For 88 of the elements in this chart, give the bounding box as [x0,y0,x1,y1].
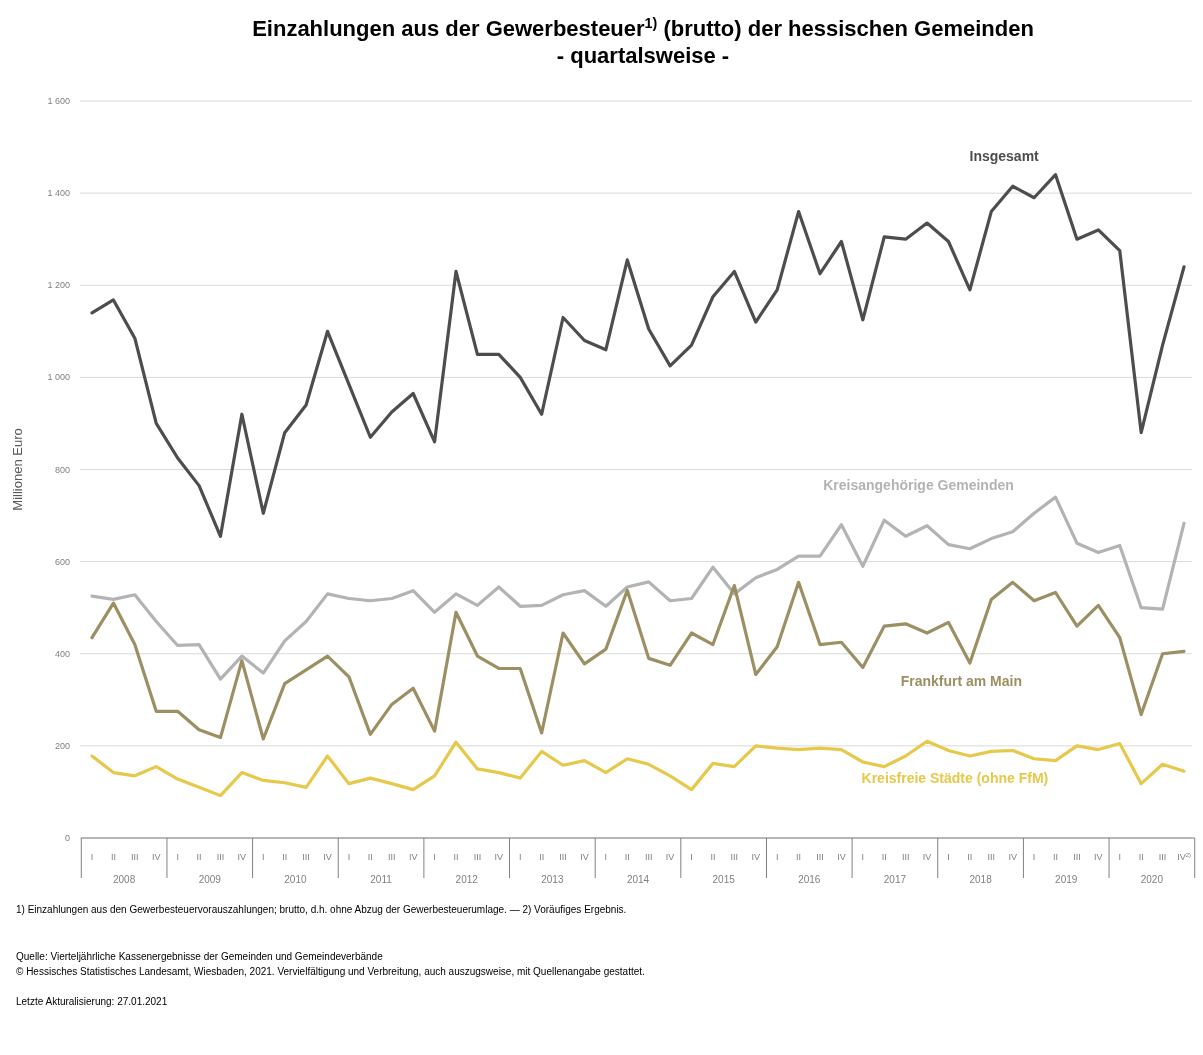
text: 2014 [626,874,650,885]
text: 2019 [1055,874,1078,885]
x-tick-label: III [1073,852,1081,862]
x-tick-label: III [302,852,310,862]
x-tick-label: IV [922,852,932,862]
x-tick-label: IV [580,852,589,862]
x-tick-label: I [690,852,693,862]
text: © Hessisches Statistisches Landesamt, Wiesbaden, 2021. Vervielfältigung und Verbreitung, auch auszugsweise, mit Quellenangabe gestattet. [16,966,645,977]
line-series [90,580,1186,741]
x-tick-label: III [1158,852,1167,862]
x-tick-label: I [1032,852,1036,862]
x-tick-label: II [1138,852,1144,862]
series-label: Kreisfreie Städte (ohne FfM) [861,770,1049,787]
y-tick-label: 0 [64,833,70,843]
x-tick-label: I [262,852,265,862]
y-tick-label: 1 400 [47,188,70,199]
y-tick-label: 200 [54,740,70,751]
text: 2008 [112,874,136,885]
x-tick-label: III [388,852,396,862]
x-tick-label: I [518,852,522,862]
text: 2016 [798,874,821,885]
text: 2010 [284,874,307,885]
x-tick-label: III [216,852,225,862]
x-tick-label: IV [408,852,418,862]
x-tick-label: II [624,852,630,862]
x-tick-label: II [967,852,973,862]
source-note: Quelle: Vierteljährliche Kassenergebnisse der Gemeinden und Gemeindeverbände [16,951,384,962]
y-tick-label: 800 [54,464,70,475]
text: 2012 [455,874,479,885]
x-tick-label: I [604,852,608,862]
x-tick-label: IV [494,852,504,862]
x-tick-label: I [90,852,94,862]
y-axis-title: Millionen Euro [10,428,25,511]
x-tick-label: II [710,852,716,862]
x-tick-label: II [453,852,459,862]
text: Letzte Akturalisierung: 27.01.2021 [16,996,168,1007]
x-tick-label: II [110,852,116,862]
x-tick-label: II [881,852,887,862]
line-series [90,173,1186,538]
y-tick-label: 1 000 [47,372,70,383]
text: 1) Einzahlungen aus den Gewerbesteuervorauszahlungen; brutto, d.h. ohne Abzug der Gewerbesteuerumlage. — 2) Voräufiges Ergebnis. [16,904,627,915]
series-label: Insgesamt [969,147,1040,164]
x-tick-label: II [796,852,802,862]
x-tick-label: I [1118,852,1122,862]
x-tick-label: III [901,852,910,862]
line-series [90,739,1186,798]
x-tick-label: IV [837,852,846,862]
text: 2020 [1140,874,1164,885]
text: 2013 [541,874,564,885]
x-tick-label: IV$^{2)}$ [1177,852,1191,862]
x-tick-label: II [282,852,288,862]
text: 2017 [883,874,907,885]
x-tick-label: I [433,852,436,862]
y-tick-label: 400 [54,648,70,659]
x-tick-label: II [1053,852,1059,862]
x-tick-label: III [987,852,996,862]
x-tick-label: IV [1094,852,1103,862]
text: 2018 [969,874,993,885]
text: 2009 [198,874,222,885]
x-tick-label: II [539,852,545,862]
chart-subtitle: - quartalsweise - [556,43,730,68]
x-tick-label: II [196,852,202,862]
x-tick-label: III [131,852,139,862]
text: Kreisangehörige Gemeinden [823,477,1014,494]
x-tick-label: IV [751,852,761,862]
x-tick-label: III [730,852,739,862]
text: 2015 [712,874,736,885]
y-tick-label: 1 200 [47,280,70,291]
y-tick-label: 1 600 [47,96,70,106]
x-tick-label: IV [237,852,247,862]
x-tick-label: III [816,852,824,862]
series-label: Frankfurt am Main [900,672,1022,689]
x-tick-label: IV [151,852,161,862]
text: 2011 [370,874,393,885]
x-tick-label: I [861,852,865,862]
x-tick-label: III [644,852,653,862]
y-tick-label: 600 [54,556,70,567]
x-tick-label: III [559,852,567,862]
x-tick-label: IV [1008,852,1017,862]
x-tick-label: I [775,852,779,862]
x-tick-label: IV [665,852,675,862]
x-tick-label: IV [323,852,332,862]
chart-title: Einzahlungen aus der Gewerbesteuer$^{1)}$ (brutto) der hessischen Gemeinden [252,15,1034,41]
x-tick-label: I [176,852,179,862]
x-tick-label: I [347,852,351,862]
x-tick-label: II [367,852,373,862]
x-tick-label: I [947,852,950,862]
x-tick-label: III [473,852,482,862]
